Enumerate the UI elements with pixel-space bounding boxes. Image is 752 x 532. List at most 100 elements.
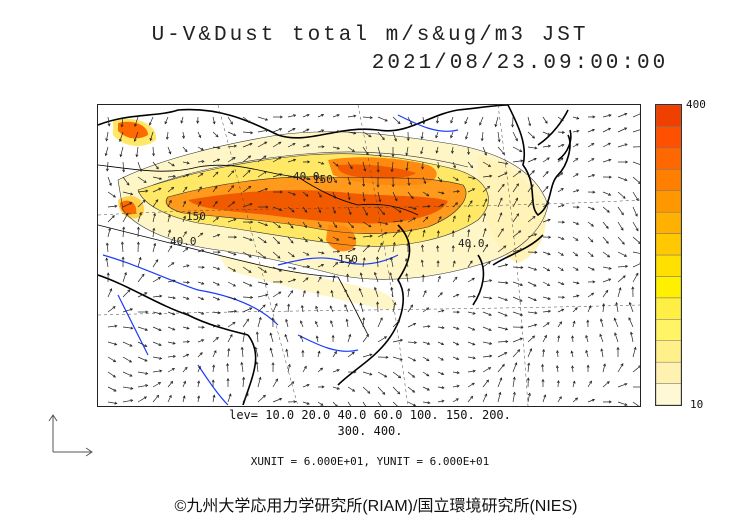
wind-arrow	[527, 146, 537, 149]
wind-arrow	[227, 393, 232, 403]
wind-arrow	[122, 289, 131, 298]
wind-arrow-head	[576, 205, 580, 209]
wind-arrow	[602, 206, 610, 213]
wind-arrow-head	[157, 382, 162, 385]
wind-arrow-head	[158, 187, 162, 191]
wind-arrow	[617, 221, 624, 231]
wind-arrow-head	[520, 266, 524, 270]
wind-arrow-head	[247, 169, 251, 173]
wind-arrow-head	[533, 283, 537, 287]
wind-arrow-head	[591, 398, 596, 402]
wind-arrow-head	[634, 213, 638, 217]
wind-arrow-head	[201, 311, 205, 315]
wind-arrow-head	[606, 381, 610, 385]
wind-arrow-head	[450, 135, 453, 139]
wind-arrow-head	[605, 289, 609, 293]
wind-arrow	[600, 318, 604, 328]
wind-arrow-head	[114, 204, 118, 208]
wind-arrow	[300, 320, 304, 328]
wind-arrow-head	[585, 349, 589, 353]
wind-arrow-head	[300, 335, 303, 339]
svg-text:40.0: 40.0	[170, 235, 197, 248]
wind-arrow-head	[321, 251, 325, 255]
wind-arrow	[407, 229, 412, 238]
wind-arrow	[152, 161, 159, 170]
wind-arrow-head	[635, 272, 639, 276]
colorbar-swatch	[655, 361, 682, 384]
wind-arrow	[587, 236, 594, 243]
wind-arrow	[512, 248, 523, 253]
wind-arrow	[422, 161, 424, 169]
wind-arrow	[137, 176, 147, 183]
wind-arrow	[392, 242, 395, 253]
wind-arrow-head	[249, 283, 253, 287]
wind-arrow	[572, 307, 578, 313]
wind-arrow	[362, 386, 371, 394]
wind-arrow-head	[365, 212, 368, 216]
wind-arrow-head	[264, 223, 269, 227]
wind-arrow	[152, 199, 159, 208]
wind-arrow-head	[217, 311, 221, 315]
wind-arrow	[512, 146, 522, 152]
wind-arrow	[422, 307, 429, 313]
wind-arrow	[122, 356, 132, 363]
wind-arrow	[422, 176, 426, 184]
wind-arrow-head	[412, 358, 417, 362]
wind-arrow	[107, 215, 115, 223]
wind-arrow	[542, 335, 547, 343]
wind-arrow	[152, 228, 155, 238]
wind-arrow	[362, 221, 372, 228]
wind-arrow-head	[217, 267, 221, 270]
wind-arrow-head	[185, 247, 189, 251]
wind-arrow	[255, 347, 259, 358]
wind-arrow	[272, 291, 281, 298]
wind-arrow-head	[547, 144, 552, 148]
wind-arrow-head	[292, 158, 297, 162]
wind-arrow-head	[277, 255, 281, 259]
wind-arrow-head	[455, 398, 459, 402]
wind-arrow	[392, 116, 401, 124]
wind-arrow-head	[362, 183, 366, 187]
wind-arrow-head	[407, 287, 411, 292]
wind-arrow-head	[104, 153, 108, 157]
wind-arrow	[167, 368, 175, 373]
wind-arrow	[302, 221, 307, 228]
wind-arrow	[467, 176, 476, 179]
wind-arrow-head	[105, 257, 109, 261]
wind-arrow-head	[405, 152, 409, 157]
wind-arrow	[497, 264, 508, 268]
wind-arrow-head	[384, 374, 388, 378]
wind-arrow	[482, 379, 489, 388]
wind-arrow-head	[130, 399, 134, 403]
wind-arrow	[482, 261, 491, 268]
wind-arrow	[302, 251, 309, 256]
wind-arrow-head	[385, 355, 389, 359]
wind-arrow-head	[533, 267, 538, 271]
wind-arrow	[614, 318, 619, 328]
wind-arrow-head	[515, 197, 518, 201]
wind-arrow-head	[410, 196, 414, 200]
wind-arrow	[302, 290, 306, 298]
wind-arrow-head	[318, 209, 322, 214]
wind-arrow	[347, 131, 356, 134]
wind-arrow-head	[586, 319, 590, 323]
wind-arrow-head	[139, 211, 142, 216]
wind-arrow-head	[353, 131, 357, 135]
wind-arrow	[242, 203, 253, 208]
wind-arrow-head	[511, 124, 515, 128]
wind-arrow	[542, 157, 550, 163]
wind-arrow	[572, 143, 579, 148]
wind-arrow	[512, 213, 519, 223]
wind-arrow	[212, 296, 220, 301]
wind-arrow-head	[351, 351, 355, 355]
wind-arrow-head	[213, 349, 217, 354]
wind-arrow-head	[533, 233, 538, 237]
wind-arrow	[377, 371, 387, 378]
wind-arrow-head	[318, 194, 322, 198]
wind-arrow-head	[363, 168, 367, 172]
wind-arrow	[347, 351, 355, 358]
wind-arrow-head	[504, 313, 508, 317]
wind-arrow	[212, 350, 217, 358]
wind-arrow	[122, 308, 133, 313]
wind-arrow	[391, 287, 394, 298]
